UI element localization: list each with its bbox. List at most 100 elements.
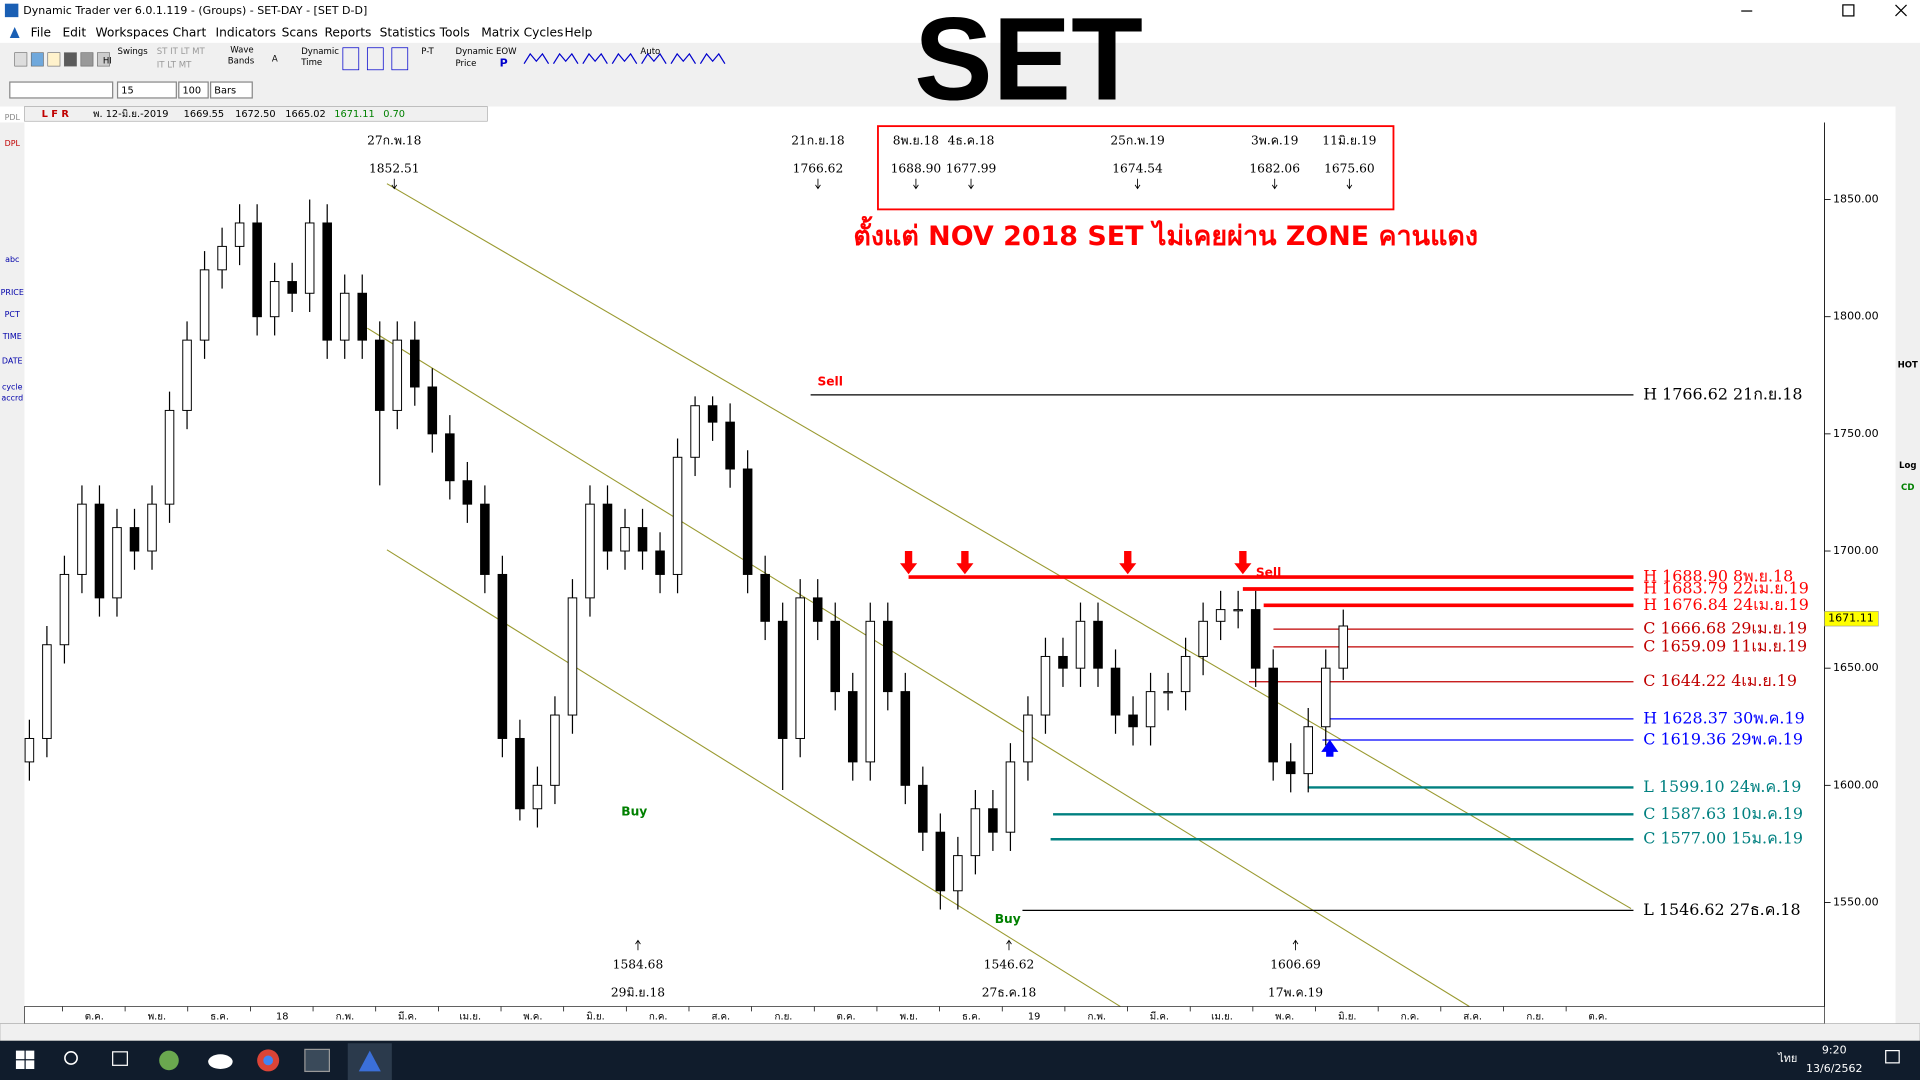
menu-item[interactable]: Edit xyxy=(62,26,86,40)
menu-item[interactable]: Matrix Cycles xyxy=(481,26,563,40)
menu-item[interactable]: Chart xyxy=(173,26,207,40)
toolbar-label[interactable]: HI xyxy=(103,57,112,67)
toolbar-button[interactable] xyxy=(80,52,94,67)
clock-time[interactable]: 9:20 xyxy=(1822,1044,1847,1057)
candle-body xyxy=(427,386,438,435)
toolbar-button[interactable] xyxy=(14,52,28,67)
candle-body xyxy=(1180,655,1191,693)
sidebar-tool[interactable]: abc xyxy=(5,255,19,264)
input-box[interactable] xyxy=(116,81,177,99)
pattern-tool[interactable] xyxy=(699,52,726,64)
channel-line xyxy=(386,549,1121,1007)
sidebar-tool[interactable]: PCT xyxy=(5,310,20,319)
restore-button[interactable] xyxy=(1842,4,1855,17)
pattern-tool[interactable] xyxy=(641,52,667,64)
candle-body xyxy=(725,421,735,470)
language[interactable]: ไทย xyxy=(1777,1052,1797,1065)
input-value[interactable]: 15 xyxy=(121,86,133,97)
toolbar-label[interactable]: ST IT LT MT xyxy=(157,47,206,57)
notifications[interactable] xyxy=(1885,1050,1900,1064)
down-arrow xyxy=(1119,551,1137,575)
app-icon[interactable] xyxy=(304,1048,330,1073)
sidebar-tool[interactable]: Log xyxy=(1899,461,1916,471)
candle-body xyxy=(777,620,788,739)
menu-item[interactable]: Statistics xyxy=(380,26,436,40)
toolbar-label[interactable]: Bands xyxy=(228,57,255,67)
pattern-tool[interactable] xyxy=(552,52,579,64)
x-tick-label: ก.พ. xyxy=(1087,1011,1106,1022)
menu-item[interactable]: Workspaces xyxy=(96,26,169,40)
menu-item[interactable]: Tools xyxy=(439,26,470,40)
toolbar-label[interactable]: Price xyxy=(456,59,477,69)
symbol-input[interactable] xyxy=(9,81,114,99)
sidebar-tool[interactable]: PDL xyxy=(5,113,21,122)
candle-body xyxy=(812,597,823,622)
x-tick-label: พ.ค. xyxy=(523,1011,542,1022)
pattern-tool[interactable] xyxy=(582,52,608,64)
toolbar-label[interactable]: P xyxy=(500,57,508,70)
toolbar-button[interactable] xyxy=(30,52,44,67)
sidebar-tool[interactable]: HOT xyxy=(1898,360,1918,370)
app-menu-icon[interactable] xyxy=(9,26,20,38)
x-tick-label: ต.ค. xyxy=(1588,1011,1607,1022)
toolbar-button[interactable] xyxy=(391,47,409,71)
toolbar-button[interactable] xyxy=(342,47,360,71)
level-label: H 1676.84 24เม.ย.19 xyxy=(1643,595,1809,614)
toolbar-label[interactable]: Wave xyxy=(230,46,254,56)
sidebar-tool[interactable]: DPL xyxy=(5,139,21,148)
x-tick-label: พ.ค. xyxy=(1275,1011,1294,1022)
search-button[interactable] xyxy=(64,1051,78,1065)
toolbar-button[interactable] xyxy=(97,52,110,67)
candle-body xyxy=(24,737,35,763)
toolbar-label[interactable]: Time xyxy=(300,58,322,68)
toolbar-label[interactable]: Auto xyxy=(640,47,660,57)
toolbar-label[interactable]: Dynamic xyxy=(301,47,339,57)
y-tick-label: 1850.00 xyxy=(1833,193,1879,206)
app-icon[interactable] xyxy=(159,1050,179,1071)
x-tick-label: มิ.ย. xyxy=(586,1011,604,1022)
close-button[interactable] xyxy=(1895,4,1907,17)
sidebar-tool[interactable]: DATE xyxy=(2,357,23,366)
toolbar-label[interactable]: P-T xyxy=(421,47,434,57)
candle-body xyxy=(532,784,543,810)
toolbar-button[interactable] xyxy=(366,47,384,71)
menu-item[interactable]: Help xyxy=(564,26,592,40)
candle-body xyxy=(1233,609,1243,612)
pattern-tool[interactable] xyxy=(611,52,638,64)
toolbar-label[interactable]: IT LT MT xyxy=(157,60,192,70)
clock-date[interactable]: 13/6/2562 xyxy=(1806,1062,1862,1075)
pattern-tool[interactable] xyxy=(523,52,550,64)
menu-item[interactable]: Scans xyxy=(282,26,318,40)
sidebar-tool[interactable]: PRICE xyxy=(1,288,24,297)
y-tick-label: 1700.00 xyxy=(1833,544,1879,557)
sidebar-tool[interactable]: TIME xyxy=(2,332,22,341)
input-box[interactable] xyxy=(178,81,209,99)
level-label: C 1666.68 29เม.ย.19 xyxy=(1643,619,1807,638)
candle-body xyxy=(1058,655,1068,669)
annotation-price: 1606.69 xyxy=(1270,957,1321,971)
candle-body xyxy=(918,784,928,833)
toolbar-button[interactable] xyxy=(47,52,61,67)
input-value[interactable]: Bars xyxy=(214,86,236,97)
menu-item[interactable]: File xyxy=(31,26,51,40)
toolbar-label[interactable]: A xyxy=(272,54,278,64)
y-tick-label: 1650.00 xyxy=(1833,661,1879,674)
sidebar-tool[interactable]: accrd xyxy=(1,393,23,402)
down-arrow xyxy=(1234,551,1252,575)
pattern-tool[interactable] xyxy=(670,52,697,64)
input-value[interactable]: 100 xyxy=(182,86,201,97)
onedrive-icon[interactable] xyxy=(208,1054,233,1069)
menu-item[interactable]: Reports xyxy=(324,26,371,40)
sidebar-tool[interactable]: cycle xyxy=(2,382,23,391)
start-button[interactable] xyxy=(15,1050,35,1069)
toolbar-button[interactable] xyxy=(63,52,77,67)
toolbar-label[interactable]: Dynamic EOW xyxy=(456,47,518,57)
down-arrow xyxy=(956,551,974,575)
menu-item[interactable]: Indicators xyxy=(216,26,276,40)
candle-body xyxy=(199,269,210,341)
toolbar-label[interactable]: Swings xyxy=(118,47,149,57)
input-box[interactable] xyxy=(210,81,253,99)
task-view-button[interactable] xyxy=(112,1051,128,1066)
sidebar-tool[interactable]: CD xyxy=(1901,483,1914,493)
